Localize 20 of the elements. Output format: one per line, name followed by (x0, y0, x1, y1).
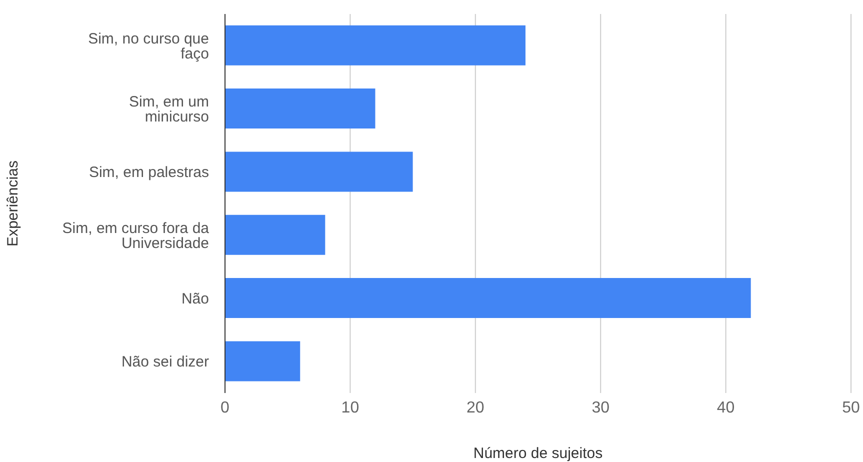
x-axis-title: Número de sujeitos (473, 445, 603, 462)
bar (225, 152, 413, 192)
y-tick-label: Sim, no curso que faço (88, 30, 209, 62)
y-tick-label: Não (181, 290, 209, 308)
y-tick-label: Sim, em palestras (88, 164, 209, 182)
x-tick-label: 0 (220, 399, 230, 416)
y-axis-title: Experiências (4, 160, 22, 246)
bar (225, 88, 376, 129)
bar (225, 214, 326, 255)
x-tick-label: 50 (842, 399, 860, 416)
y-tick-label: Não sei dizer (121, 354, 209, 371)
bar (225, 25, 526, 66)
bar (225, 278, 751, 318)
y-tick-label: Sim, em um minicurso (128, 94, 209, 126)
x-tick-label: 20 (466, 399, 484, 416)
bar (225, 341, 300, 382)
x-tick-label: 10 (341, 399, 360, 416)
x-tick-label: 30 (592, 399, 610, 416)
x-tick-label: 40 (716, 399, 735, 416)
y-tick-label: Sim, em curso fora da Universidade (62, 220, 210, 252)
